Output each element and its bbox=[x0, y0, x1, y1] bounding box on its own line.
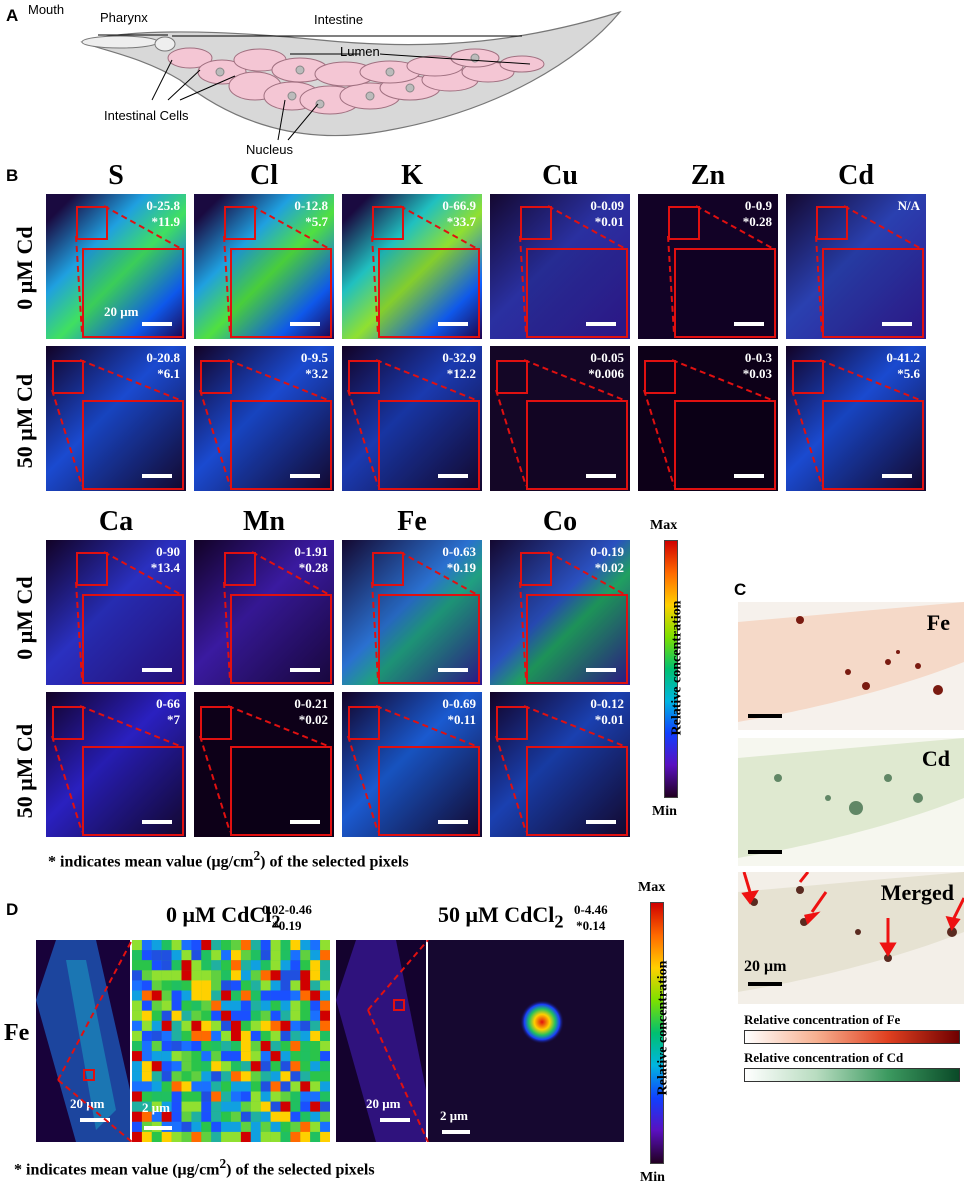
label-intestinal-cells: Intestinal Cells bbox=[104, 108, 189, 123]
element-header-k: K bbox=[401, 160, 423, 191]
label-intestine: Intestine bbox=[314, 12, 364, 27]
image-c-merged: Merged 20 μm bbox=[738, 871, 966, 1004]
panel-c-label: C bbox=[734, 580, 747, 599]
panel-d-zoom-lines bbox=[57, 940, 429, 1142]
colorbar-b bbox=[664, 540, 678, 798]
image-c-fe: Fe bbox=[738, 602, 964, 730]
panel-d-control-range: 0.02-0.46 *0.19 bbox=[262, 902, 312, 933]
legend-fe-title: Relative concentration of Fe bbox=[744, 1012, 901, 1027]
image-d-treated-zoom: 2 μm bbox=[428, 940, 624, 1142]
element-header-s: S bbox=[108, 160, 124, 191]
colorbar-max: Max bbox=[650, 518, 678, 533]
panel-d-row-label: Fe bbox=[4, 1020, 30, 1046]
row-label-control-bottom: 0 μM Cd bbox=[12, 576, 37, 660]
row-label-control-top: 0 μM Cd bbox=[12, 226, 37, 310]
map-tile-s: 0-20.8 *6.1 bbox=[46, 346, 186, 491]
image-c-cd: Cd bbox=[738, 738, 964, 866]
map-tile-cd: 0-41.2 *5.6 bbox=[786, 346, 926, 491]
footnote-d: * indicates mean value (μg/cm2) of the s… bbox=[14, 1156, 375, 1179]
row-label-treated-top: 50 μM Cd bbox=[12, 373, 37, 469]
map-tile-k: 0-32.9 *12.2 bbox=[342, 346, 482, 491]
map-tile-co: 0-0.12 *0.01 bbox=[490, 692, 630, 837]
label-pharynx: Pharynx bbox=[100, 10, 148, 25]
map-tile-fe: 0-0.69 *0.11 bbox=[342, 692, 482, 837]
map-tile-cd: N/A bbox=[786, 194, 926, 339]
map-tile-cl: 0-9.5 *3.2 bbox=[194, 346, 334, 491]
map-tile-cu: 0-0.05 *0.006 bbox=[490, 346, 630, 491]
map-tile-mn: 0-1.91 *0.28 bbox=[194, 540, 334, 685]
label-lumen: Lumen bbox=[340, 44, 380, 59]
element-header-cu: Cu bbox=[542, 160, 578, 191]
colorbar-d bbox=[650, 902, 664, 1164]
image-d-control-overview: 20 μm bbox=[36, 940, 130, 1142]
element-header-fe: Fe bbox=[397, 506, 427, 537]
legend-cd-title: Relative concentration of Cd bbox=[744, 1050, 904, 1065]
colorbar-d-min: Min bbox=[640, 1170, 665, 1185]
footnote-b: * indicates mean value (μg/cm2) of the s… bbox=[48, 848, 409, 871]
panel-d-control-title: 0 μM CdCl2 bbox=[166, 902, 281, 932]
legend-fe-bar bbox=[744, 1030, 960, 1044]
worm-anatomy-diagram bbox=[80, 10, 622, 141]
map-tile-ca: 0-90 *13.4 bbox=[46, 540, 186, 685]
element-header-cl: Cl bbox=[250, 160, 278, 191]
map-tile-s: 0-25.8 *11.9 20 μm bbox=[46, 194, 186, 339]
map-tile-ca: 0-66 *7 bbox=[46, 692, 186, 837]
label-mouth: Mouth bbox=[28, 2, 65, 17]
map-tile-cu: 0-0.09 *0.01 bbox=[490, 194, 630, 339]
element-header-co: Co bbox=[542, 506, 578, 537]
panel-d-treated-title: 50 μM CdCl2 bbox=[438, 902, 564, 932]
row-label-treated-bottom: 50 μM Cd bbox=[12, 723, 37, 819]
map-tile-zn: 0-0.9 *0.28 bbox=[638, 194, 778, 339]
colorbar-min: Min bbox=[652, 804, 677, 819]
map-tile-fe: 0-0.63 *0.19 bbox=[342, 540, 482, 685]
element-header-ca: Ca bbox=[98, 506, 134, 537]
colorbar-d-max: Max bbox=[638, 880, 666, 895]
element-header-cd: Cd bbox=[838, 160, 874, 191]
colorbar-title-b: Relative concentration bbox=[669, 600, 685, 736]
element-header-zn: Zn bbox=[690, 160, 726, 191]
map-tile-co: 0-0.19 *0.02 bbox=[490, 540, 630, 685]
element-header-mn: Mn bbox=[243, 506, 285, 537]
panel-b-label: B bbox=[6, 166, 19, 185]
label-nucleus: Nucleus bbox=[246, 142, 293, 157]
panel-d-label: D bbox=[6, 900, 19, 919]
map-tile-cl: 0-12.8 *5.7 bbox=[194, 194, 334, 339]
map-tile-zn: 0-0.3 *0.03 bbox=[638, 346, 778, 491]
colorbar-d-title: Relative concentration bbox=[655, 960, 671, 1096]
map-tile-mn: 0-0.21 *0.02 bbox=[194, 692, 334, 837]
panel-a-label: A bbox=[6, 6, 19, 25]
legend-cd-bar bbox=[744, 1068, 960, 1082]
panel-d-treated-range: 0-4.46 *0.14 bbox=[574, 902, 608, 933]
map-tile-k: 0-66.9 *33.7 bbox=[342, 194, 482, 339]
image-d-control-zoom: 2 μm bbox=[132, 940, 331, 1143]
